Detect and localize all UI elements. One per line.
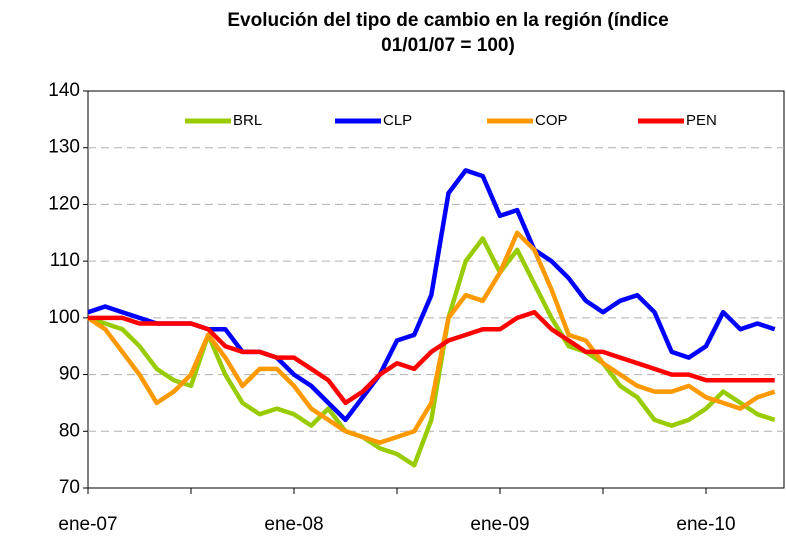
- y-tick-label: 80: [59, 420, 80, 441]
- chart-title: Evolución del tipo de cambio en la regió…: [227, 10, 669, 56]
- legend-label: BRL: [233, 112, 262, 129]
- y-tick-label: 100: [48, 307, 80, 328]
- x-tick-label: ene-08: [264, 514, 323, 535]
- x-tick-label: ene-07: [58, 514, 117, 535]
- legend-label: PEN: [686, 112, 717, 129]
- legend-label: COP: [535, 112, 568, 129]
- y-tick-label: 140: [48, 80, 80, 101]
- x-tick-label: ene-10: [676, 514, 735, 535]
- y-tick-label: 130: [48, 137, 80, 158]
- plot-area: [87, 90, 785, 489]
- x-tick-label: ene-09: [470, 514, 529, 535]
- series-line: [86, 230, 776, 445]
- y-tick-label: 120: [48, 193, 80, 214]
- y-tick-label: 110: [50, 250, 80, 271]
- y-tick-label: 70: [59, 477, 80, 498]
- y-tick-label: 90: [59, 364, 80, 385]
- legend-label: CLP: [383, 112, 412, 129]
- series-line: [88, 309, 775, 406]
